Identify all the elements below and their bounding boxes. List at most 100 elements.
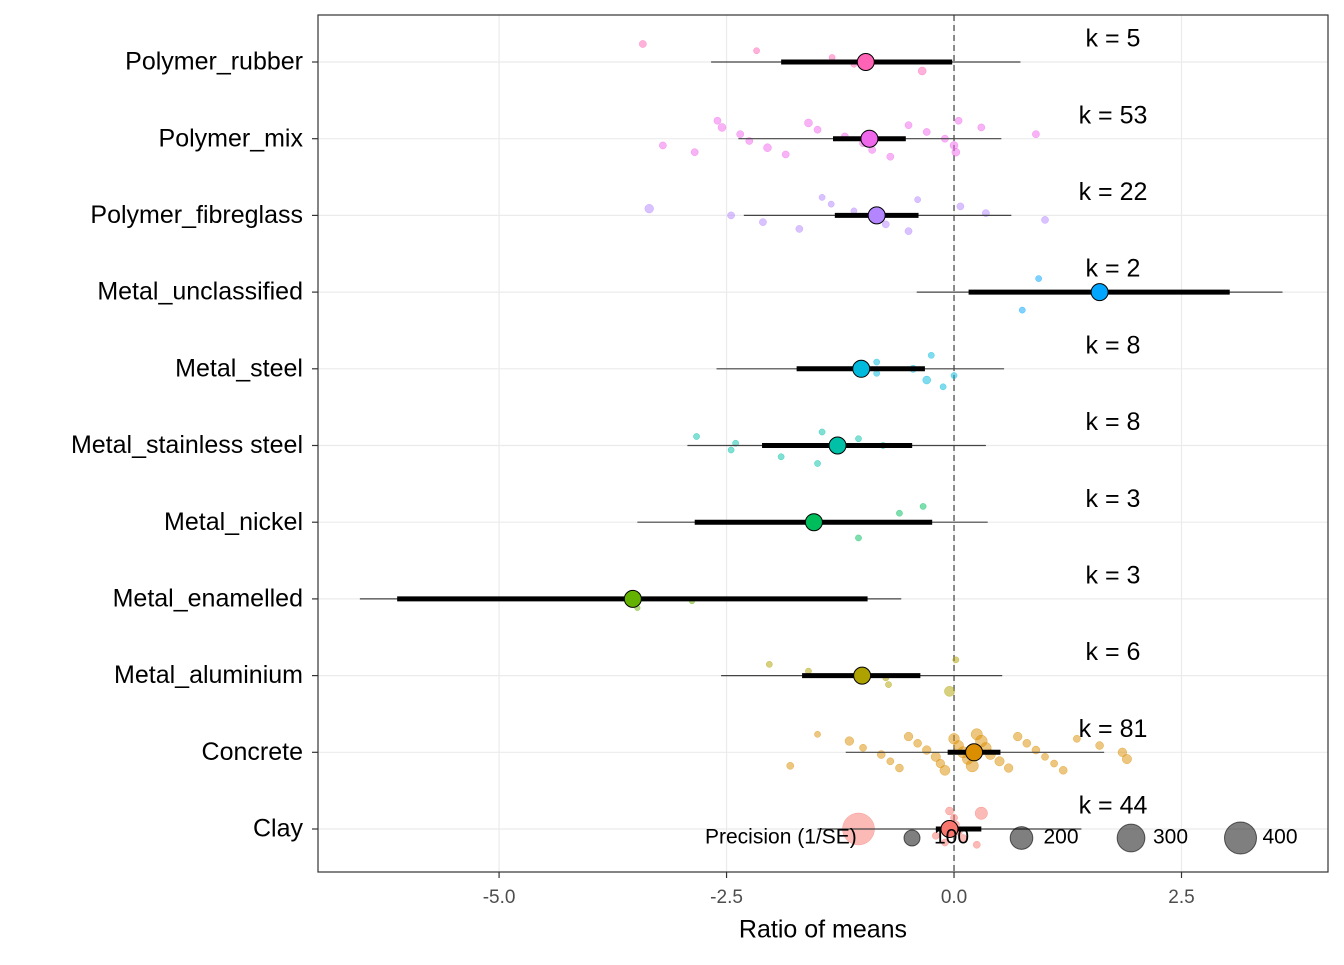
effect-point bbox=[759, 218, 767, 226]
estimate-point bbox=[1090, 283, 1109, 302]
effect-point bbox=[917, 66, 927, 76]
effect-point bbox=[814, 460, 821, 467]
estimate-point bbox=[940, 820, 959, 838]
legend-label: 300 bbox=[1153, 826, 1188, 849]
x-tick-label: 2.5 bbox=[1168, 887, 1194, 908]
effect-point bbox=[777, 453, 785, 461]
effect-point bbox=[965, 759, 979, 773]
effect-point bbox=[959, 834, 967, 842]
k-label: k = 3 bbox=[1086, 485, 1141, 513]
effect-point bbox=[818, 428, 826, 436]
effect-point bbox=[765, 661, 773, 668]
k-label: k = 81 bbox=[1079, 715, 1148, 743]
effect-point bbox=[727, 446, 735, 454]
estimate-point bbox=[852, 359, 871, 378]
effect-point bbox=[818, 194, 826, 201]
effect-point bbox=[1032, 130, 1040, 139]
effect-point bbox=[944, 686, 955, 697]
effect-point bbox=[855, 534, 862, 542]
estimate-point bbox=[804, 513, 823, 532]
legend-key bbox=[1009, 826, 1034, 850]
k-label: k = 2 bbox=[1086, 255, 1141, 283]
effect-point bbox=[972, 840, 981, 849]
effect-point bbox=[1050, 759, 1058, 768]
category-label: Metal_nickel bbox=[164, 508, 303, 536]
effect-point bbox=[1041, 752, 1049, 761]
effect-point bbox=[951, 147, 961, 157]
legend-label: 100 bbox=[934, 826, 969, 849]
effect-point bbox=[727, 211, 735, 220]
effect-point bbox=[690, 148, 699, 157]
effect-point bbox=[914, 196, 921, 203]
effect-point bbox=[977, 123, 986, 132]
effect-point bbox=[736, 130, 745, 139]
effect-point bbox=[713, 116, 722, 125]
x-axis-title: Ratio of means bbox=[739, 916, 907, 944]
effect-point bbox=[1121, 754, 1132, 765]
effect-point bbox=[886, 152, 895, 161]
effect-point bbox=[786, 761, 795, 770]
estimate-point bbox=[828, 436, 847, 455]
effect-point bbox=[1018, 306, 1026, 314]
effect-point bbox=[904, 121, 913, 130]
effect-point bbox=[855, 435, 862, 443]
category-label: Clay bbox=[253, 815, 304, 843]
effect-point bbox=[941, 838, 949, 847]
legend-label: 200 bbox=[1044, 826, 1079, 849]
estimate-point bbox=[965, 743, 984, 762]
effect-point bbox=[1003, 763, 1014, 773]
effect-point bbox=[903, 731, 914, 742]
effect-point bbox=[927, 351, 935, 359]
x-tick-label: -2.5 bbox=[710, 887, 743, 908]
effect-point bbox=[956, 202, 965, 211]
effect-point bbox=[952, 656, 960, 664]
effect-point bbox=[693, 433, 700, 440]
legend-key bbox=[1224, 821, 1257, 855]
category-label: Metal_unclassified bbox=[97, 278, 303, 306]
effect-point bbox=[904, 227, 913, 235]
effect-point bbox=[886, 757, 895, 766]
estimate-point bbox=[860, 129, 879, 148]
effect-point bbox=[932, 831, 940, 840]
effect-point bbox=[1022, 739, 1032, 748]
category-label: Polymer_rubber bbox=[125, 48, 303, 76]
effect-point bbox=[919, 503, 927, 510]
effect-point bbox=[1035, 275, 1042, 282]
effect-point bbox=[896, 509, 903, 517]
effect-point bbox=[813, 125, 822, 134]
x-tick-label: 0.0 bbox=[941, 887, 967, 908]
effect-point bbox=[974, 806, 988, 820]
k-label: k = 8 bbox=[1086, 408, 1141, 436]
legend-key bbox=[1116, 823, 1146, 853]
effect-point bbox=[954, 116, 963, 125]
effect-point bbox=[844, 736, 855, 746]
effect-point bbox=[939, 764, 951, 776]
effect-point bbox=[781, 150, 790, 159]
effect-point bbox=[881, 220, 890, 229]
effect-point bbox=[639, 40, 647, 48]
category-label: Metal_enamelled bbox=[113, 585, 303, 613]
k-label: k = 44 bbox=[1079, 792, 1148, 820]
effect-point bbox=[945, 806, 954, 816]
effect-point bbox=[732, 439, 739, 447]
k-label: k = 3 bbox=[1086, 562, 1141, 590]
estimate-point bbox=[623, 589, 642, 608]
effect-point bbox=[753, 47, 760, 55]
effect-point bbox=[814, 730, 821, 738]
effect-point bbox=[795, 225, 804, 233]
effect-point bbox=[1073, 734, 1081, 743]
effect-point bbox=[1095, 741, 1104, 750]
effect-point bbox=[1117, 747, 1127, 757]
effect-point bbox=[644, 204, 654, 214]
category-label: Polymer_fibreglass bbox=[90, 201, 303, 229]
effect-point bbox=[804, 118, 813, 128]
effect-point bbox=[859, 743, 867, 752]
effect-point bbox=[827, 200, 835, 208]
effect-point bbox=[922, 745, 932, 755]
effect-point bbox=[659, 141, 667, 150]
effect-point bbox=[1041, 216, 1049, 224]
category-label: Metal_steel bbox=[175, 354, 303, 382]
estimate-point bbox=[853, 666, 872, 685]
